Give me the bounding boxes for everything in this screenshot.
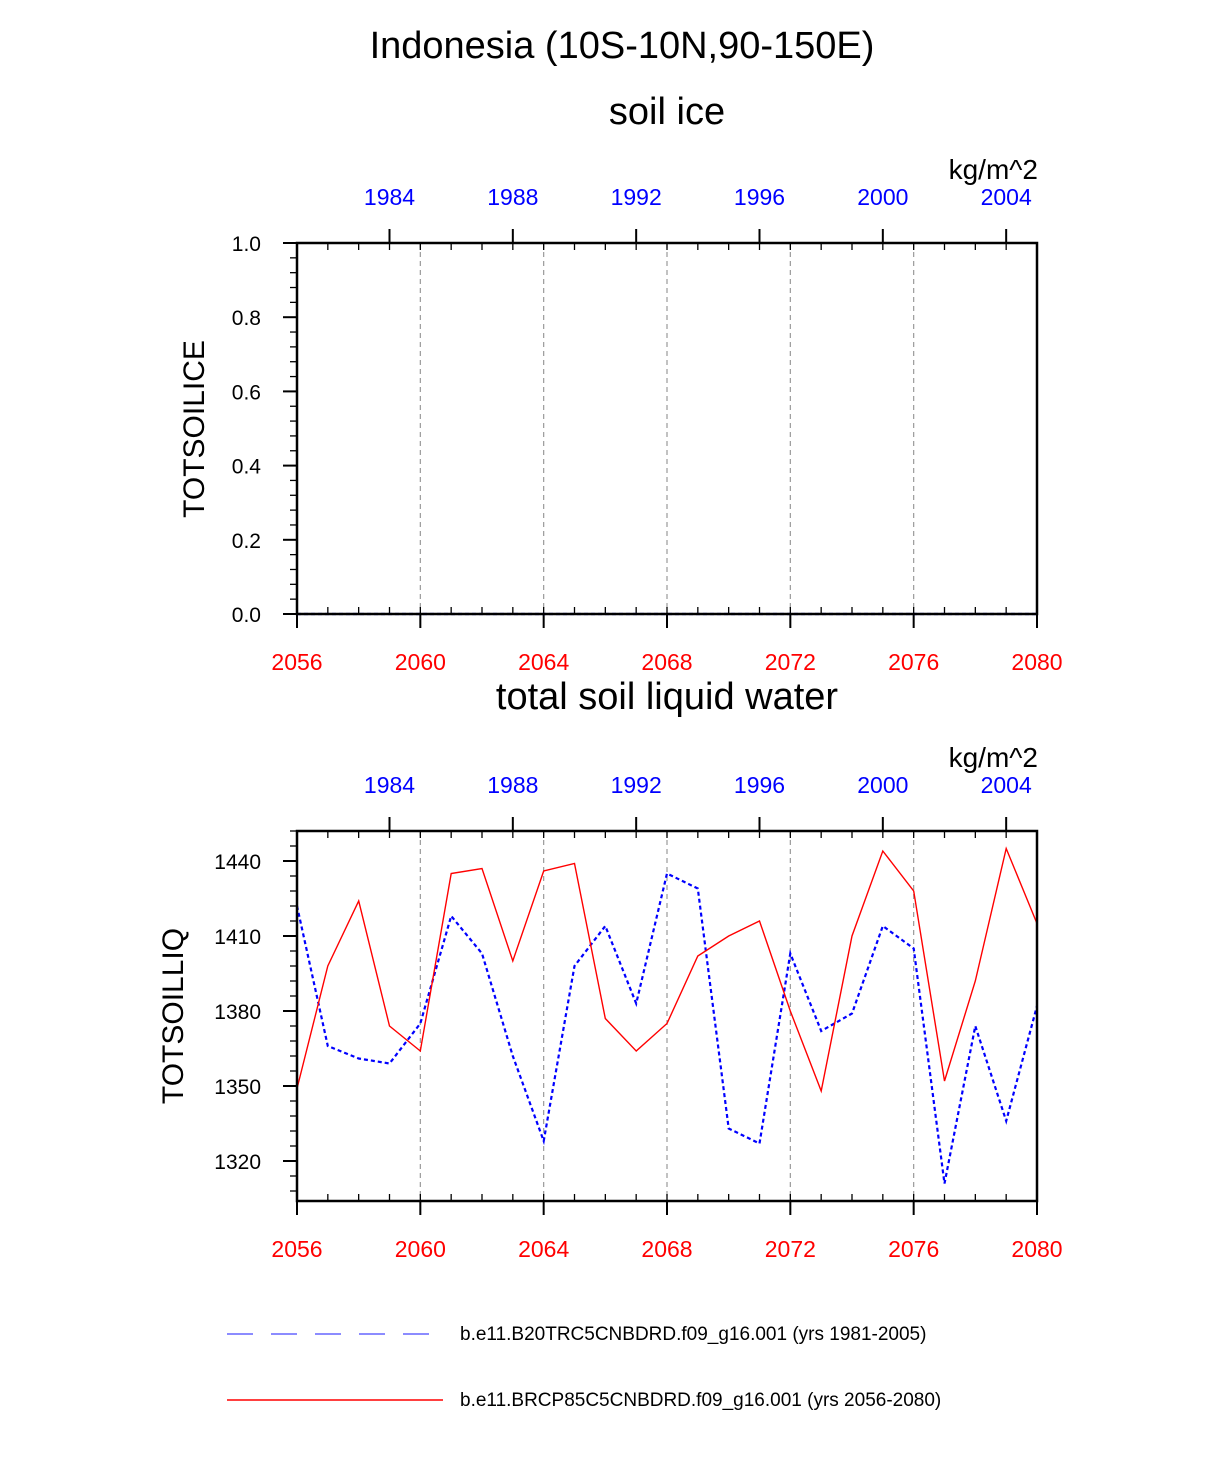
soil-liquid-x-tick-label-2064: 2064 — [518, 1236, 569, 1262]
soil-liquid-top-tick-label-1992: 1992 — [611, 772, 662, 798]
soil-ice-x-tick-label-2072: 2072 — [765, 649, 816, 675]
soil-liquid-y-label: TOTSOILLIQ — [157, 928, 190, 1104]
soil-liquid-gridlines — [419, 831, 915, 1201]
soil-liquid-top-tick-label-2000: 2000 — [857, 772, 908, 798]
soil-liquid-plot-frame — [295, 829, 1039, 1203]
legend: b.e11.B20TRC5CNBDRD.f09_g16.001 (yrs 198… — [227, 1324, 941, 1411]
soil-ice-units: kg/m^2 — [949, 154, 1038, 185]
soil-liquid-y-tick-label: 1350 — [214, 1076, 261, 1099]
soil-ice-y-tick-label: 0.0 — [232, 604, 261, 627]
soil-ice-gridlines — [419, 243, 915, 614]
figure-title: Indonesia (10S-10N,90-150E) — [370, 25, 875, 67]
soil-ice-x-tick-label-2056: 2056 — [271, 649, 322, 675]
soil-liquid-top-tick-label-2004: 2004 — [981, 772, 1032, 798]
soil-liquid-x-tick-label-2080: 2080 — [1011, 1236, 1062, 1262]
soil-ice-y-tick-label: 0.8 — [232, 307, 261, 330]
soil-ice-x-tick-label-2068: 2068 — [641, 649, 692, 675]
soil-ice-top-tick-label-1984: 1984 — [364, 184, 415, 210]
soil-ice-title: soil ice — [609, 91, 725, 133]
soil-ice-top-tick-label-1988: 1988 — [487, 184, 538, 210]
soil-liquid-y-tick-label: 1380 — [214, 1001, 261, 1024]
soil-liquid-y-tick-label: 1440 — [214, 851, 261, 874]
soil-ice-top-tick-label-2004: 2004 — [981, 184, 1032, 210]
soil-liquid-panel: total soil liquid water kg/m^2 TOTSOILLI… — [157, 676, 1063, 1262]
soil-ice-y-tick-label: 0.2 — [232, 530, 261, 553]
soil-liquid-series-rcp85-solid — [296, 846, 1038, 1094]
soil-ice-y-tick-label: 1.0 — [232, 233, 261, 256]
soil-liquid-series-historical-dashed — [295, 871, 1039, 1184]
soil-ice-axis-ticks: 2056 2060 2064 2068 2072 2076 2080 1984 1988 1992… — [232, 184, 1063, 675]
soil-ice-x-tick-label-2080: 2080 — [1011, 649, 1062, 675]
soil-liquid-x-tick-label-2060: 2060 — [395, 1236, 446, 1262]
soil-liquid-units: kg/m^2 — [949, 742, 1038, 773]
soil-ice-top-tick-label-2000: 2000 — [857, 184, 908, 210]
soil-liquid-x-tick-label-2068: 2068 — [641, 1236, 692, 1262]
soil-liquid-top-tick-label-1984: 1984 — [364, 772, 415, 798]
soil-liquid-x-tick-label-2072: 2072 — [765, 1236, 816, 1262]
soil-liquid-top-tick-label-1996: 1996 — [734, 772, 785, 798]
soil-liquid-x-tick-label-2076: 2076 — [888, 1236, 939, 1262]
soil-ice-panel: soil ice kg/m^2 TOTSOILICE 2056 2060 2064 2… — [178, 91, 1063, 675]
legend-label-solid: b.e11.BRCP85C5CNBDRD.f09_g16.001 (yrs 20… — [460, 1390, 941, 1411]
soil-ice-plot-frame — [295, 241, 1039, 616]
soil-ice-top-tick-label-1992: 1992 — [611, 184, 662, 210]
soil-liquid-y-tick-label: 1410 — [214, 926, 261, 949]
soil-liquid-y-tick-label: 1320 — [214, 1151, 261, 1174]
soil-liquid-title: total soil liquid water — [496, 676, 839, 718]
soil-ice-x-tick-label-2076: 2076 — [888, 649, 939, 675]
soil-ice-y-tick-label: 0.6 — [232, 381, 261, 404]
soil-liquid-axis-ticks: 2056 2060 2064 2068 2072 2076 2080 1984 1988 1992… — [214, 772, 1062, 1262]
legend-label-dashed: b.e11.B20TRC5CNBDRD.f09_g16.001 (yrs 198… — [460, 1324, 926, 1345]
soil-liquid-top-tick-label-1988: 1988 — [487, 772, 538, 798]
soil-liquid-series — [295, 846, 1039, 1184]
soil-ice-x-tick-label-2064: 2064 — [518, 649, 569, 675]
soil-ice-y-tick-label: 0.4 — [232, 456, 262, 479]
soil-liquid-x-tick-label-2056: 2056 — [271, 1236, 322, 1262]
soil-ice-y-label: TOTSOILICE — [178, 340, 211, 518]
soil-ice-top-tick-label-1996: 1996 — [734, 184, 785, 210]
soil-ice-x-tick-label-2060: 2060 — [395, 649, 446, 675]
